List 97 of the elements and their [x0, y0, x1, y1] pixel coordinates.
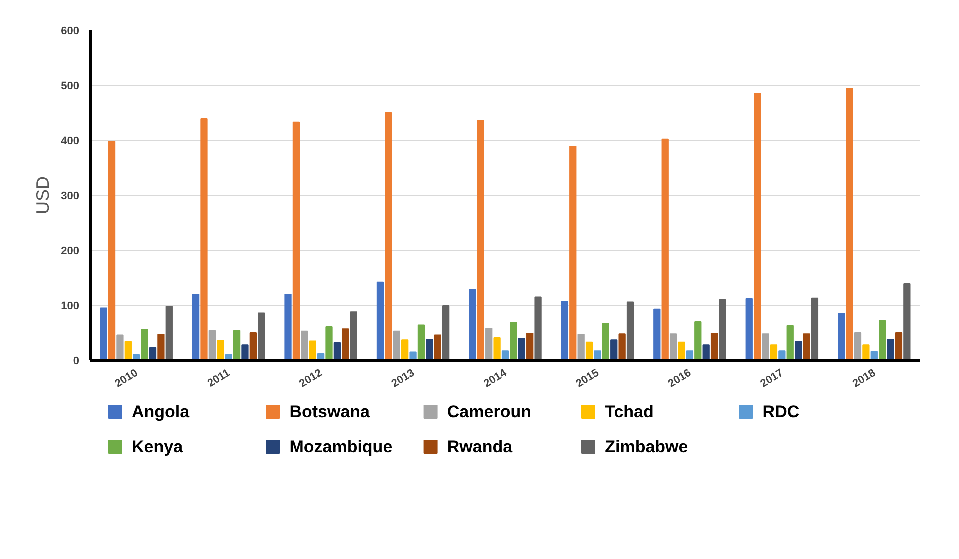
bar: [350, 312, 358, 360]
bar: [385, 112, 392, 360]
x-tick-label: 2018: [850, 367, 878, 390]
x-tick-label: 2010: [113, 367, 140, 390]
bar: [811, 298, 819, 360]
bar: [626, 302, 634, 360]
x-tick-label: 2011: [206, 367, 232, 390]
bar: [284, 294, 292, 360]
bar: [418, 324, 426, 360]
bar: [654, 308, 661, 360]
bar: [124, 341, 132, 360]
legend-label: Kenya: [132, 438, 184, 456]
bar: [442, 306, 450, 360]
bar: [100, 308, 108, 360]
y-tick-label: 0: [73, 356, 80, 368]
bar: [494, 337, 501, 360]
y-tick-label: 300: [61, 190, 80, 202]
bar: [518, 338, 526, 360]
bar: [208, 330, 216, 360]
bar: [862, 344, 870, 360]
bar: [719, 300, 726, 360]
bar: [879, 320, 886, 360]
bar: [586, 342, 594, 360]
bar: [258, 312, 266, 360]
bar: [334, 342, 342, 360]
bar: [694, 322, 702, 360]
bar: [846, 88, 854, 360]
x-tick-label: 2015: [574, 367, 602, 390]
bar: [166, 306, 173, 360]
x-tick-label: 2016: [666, 367, 694, 390]
bar: [610, 340, 618, 360]
bar: [342, 328, 350, 360]
legend-label: Mozambique: [290, 438, 393, 456]
bar: [602, 323, 610, 360]
y-tick-label: 100: [61, 300, 80, 312]
bar: [746, 298, 753, 360]
bar: [662, 138, 669, 360]
bar: [904, 284, 911, 360]
bar: [393, 330, 400, 360]
y-axis-title: USD: [33, 176, 54, 214]
bar: [887, 339, 894, 360]
x-tick-label: 2013: [390, 367, 417, 390]
y-tick-label: 200: [61, 246, 80, 258]
x-tick-label: 2012: [298, 367, 325, 390]
bar: [434, 334, 442, 360]
bar: [486, 328, 493, 360]
legend-label: Cameroun: [447, 402, 532, 422]
bar: [702, 344, 710, 360]
bar: [192, 294, 200, 360]
legend-label: Zimbabwe: [605, 438, 688, 456]
legend-label: RDC: [762, 402, 800, 422]
bar: [116, 334, 124, 360]
bar: [895, 332, 903, 360]
bar: [108, 141, 116, 360]
bar: [786, 325, 794, 360]
bar: [250, 332, 257, 360]
bar: [570, 146, 577, 360]
bar: [292, 122, 300, 360]
y-tick-label: 500: [61, 80, 80, 92]
legend-label: Angola: [132, 402, 190, 422]
bar: [233, 330, 241, 360]
bar: [710, 333, 718, 360]
bar: [594, 350, 602, 360]
bar: [200, 118, 208, 360]
bar: [141, 329, 148, 360]
bar: [426, 339, 434, 360]
bar: [762, 334, 770, 360]
bar: [301, 330, 308, 360]
bar: [217, 340, 224, 360]
legend-label: Botswana: [290, 402, 371, 422]
y-tick-label: 400: [61, 136, 80, 148]
bar: [561, 301, 569, 360]
bar: [618, 334, 626, 360]
bar: [838, 313, 846, 360]
bar: [158, 334, 165, 360]
bar: [309, 340, 316, 360]
bar: [754, 93, 762, 360]
bar: [376, 282, 384, 360]
legend-label: Tchad: [605, 402, 654, 422]
bar: [526, 333, 534, 360]
bar: [477, 120, 484, 360]
bar: [854, 332, 862, 360]
bar: [510, 322, 518, 360]
bar: [242, 344, 249, 360]
bar: [770, 344, 778, 360]
bar: [578, 334, 585, 360]
bar: [794, 341, 802, 360]
bar: [803, 334, 810, 360]
bar: [534, 296, 542, 360]
bar: [326, 326, 333, 360]
bar: [402, 340, 409, 360]
bar: [469, 289, 476, 360]
bar: [670, 334, 678, 360]
y-tick-label: 600: [61, 26, 80, 38]
bar: [678, 342, 686, 360]
x-tick-label: 2014: [482, 366, 510, 390]
legend-label: Rwanda: [447, 438, 514, 456]
